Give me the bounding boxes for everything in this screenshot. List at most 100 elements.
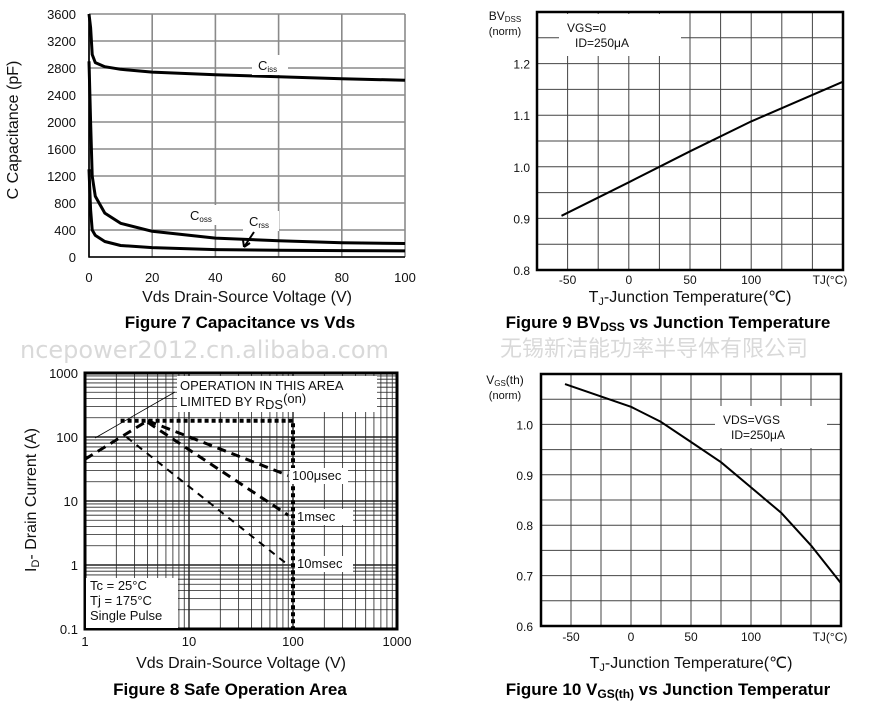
x-tick-label: 1000 — [383, 634, 412, 649]
series-line-0 — [84, 419, 149, 461]
chart-figure-9: -50 0 50 100 0.8 0.9 1.0 1.1 1.2 TJ(°C) TJ-Junctio… — [489, 9, 848, 334]
y-tick-label: 0.9 — [513, 212, 530, 226]
subscript: iss — [267, 65, 277, 74]
y-axis-label: VGS(th) — [486, 373, 524, 388]
plot-frame — [83, 371, 399, 631]
x-tick-label: 50 — [684, 630, 698, 644]
x-tick-label: 20 — [145, 270, 159, 285]
text-part: V — [486, 373, 494, 387]
x-tick-label: 50 — [683, 273, 697, 287]
y-tick-label: 1200 — [47, 169, 76, 184]
y-tick-label: 2400 — [47, 88, 76, 103]
x-tick-label: 100 — [741, 273, 761, 287]
text-part: C — [258, 58, 267, 73]
y-tick-label: 1.2 — [513, 58, 530, 72]
subscript: J — [599, 662, 605, 674]
subscript: J — [598, 296, 604, 308]
y-tick-label: 3200 — [47, 34, 76, 49]
y-tick-label: 1000 — [49, 366, 78, 381]
text-part: (th) — [506, 373, 524, 387]
series-line-3 — [146, 421, 290, 517]
series-label-bg — [295, 509, 353, 525]
x-axis-label: Vds Drain-Source Voltage (V) — [136, 655, 346, 672]
series-label: 100μsec — [292, 468, 342, 483]
text-part: Figure 9 BV — [506, 313, 601, 332]
subscript: DSS — [505, 15, 521, 24]
plot-frame — [535, 10, 845, 272]
annotation-bg — [177, 376, 377, 412]
x-tick-label: 60 — [271, 270, 285, 285]
y-tick-label: 400 — [54, 223, 76, 238]
series-label-bg — [295, 556, 353, 572]
x-axis-label: Vds Drain-Source Voltage (V) — [142, 289, 352, 306]
chart-figure-10: -50 0 50 100 0.6 0.7 0.8 0.9 1.0 TJ(°C) TJ-Junctio… — [486, 372, 847, 701]
y-tick-label: 0 — [69, 250, 76, 265]
series-line-0 — [561, 80, 844, 217]
text-part: Vds Drain-Source Voltage (V) — [142, 289, 352, 306]
conditions-box — [559, 14, 681, 56]
y-tick-label: 0.8 — [513, 264, 530, 278]
y-tick-label: 2800 — [47, 61, 76, 76]
subscript: rss — [258, 221, 269, 230]
figure-title: Figure 9 BVDSS vs Junction Temperature — [506, 313, 831, 334]
series-line-2 — [147, 419, 289, 477]
condition-text: VDS=VGS — [723, 413, 780, 427]
leader-line — [94, 391, 176, 439]
conditions-box — [715, 406, 827, 448]
text-part: Figure 8 Safe Operation Area — [113, 680, 347, 699]
y-tick-label: 0.9 — [516, 469, 533, 483]
series-label-bg — [290, 468, 348, 484]
series-label: 1msec — [297, 509, 336, 524]
series-line-2 — [87, 169, 406, 253]
text-part: -Junction Temperature(℃) — [604, 289, 792, 306]
series-label-bg — [243, 211, 279, 231]
y-axis-label: C Capacitance (pF) — [5, 61, 22, 200]
text-part: I — [23, 568, 40, 572]
y-tick-label: 100 — [56, 430, 78, 445]
y-tick-label: 800 — [54, 196, 76, 211]
x-tick-label: 0 — [628, 630, 635, 644]
text-part: Figure 10 V — [506, 680, 598, 699]
figure-title: Figure 7 Capacitance vs Vds — [125, 313, 356, 332]
y-tick-label: 0.7 — [516, 570, 533, 584]
text-part: -Junction Temperature(℃) — [605, 655, 793, 672]
text-part: vs Junction Temperatur — [634, 680, 831, 699]
y-tick-label: 1.1 — [513, 109, 530, 123]
x-tick-label: 40 — [208, 270, 222, 285]
x-tick-label: 10 — [182, 634, 196, 649]
text-part: C Capacitance (pF) — [5, 61, 22, 200]
x-tick-label: 80 — [335, 270, 349, 285]
text-part: T — [590, 655, 600, 672]
text-part: BV — [489, 9, 505, 23]
text-part: C — [190, 208, 199, 223]
y-tick-label: 1.0 — [516, 418, 533, 432]
x-tick-label: -50 — [562, 630, 580, 644]
y-axis-label-unit: (norm) — [489, 390, 521, 402]
subscript: GS(th) — [597, 687, 634, 701]
subscript: GS — [494, 379, 506, 388]
text-part: LIMITED BY R — [180, 394, 265, 409]
annotation-text: OPERATION IN THIS AREA — [180, 378, 344, 393]
series-label: 10msec — [297, 556, 343, 571]
subscript: DSS — [600, 320, 625, 334]
subscript: DS — [265, 397, 283, 412]
condition-text: ID=250μA — [731, 428, 785, 442]
x-axis-label: TJ-Junction Temperature(℃) — [589, 289, 792, 308]
y-axis-label-unit: (norm) — [489, 26, 521, 38]
text-part: - Drain Current (A) — [23, 428, 40, 560]
series-line-1 — [87, 61, 406, 245]
series-line-0 — [87, 13, 406, 82]
y-tick-label: 0.1 — [60, 622, 78, 637]
condition-text: Tj = 175°C — [90, 593, 152, 608]
conditions-box — [86, 578, 178, 628]
x-tick-label: 100 — [282, 634, 304, 649]
annotation-text: LIMITED BY RDS(on) — [180, 391, 306, 413]
y-tick-label: 0.6 — [516, 620, 533, 634]
series-line-1 — [120, 418, 295, 629]
text-part: (on) — [283, 391, 306, 406]
x-axis-label: TJ-Junction Temperature(℃) — [590, 655, 793, 674]
condition-text: Tc = 25°C — [90, 578, 147, 593]
